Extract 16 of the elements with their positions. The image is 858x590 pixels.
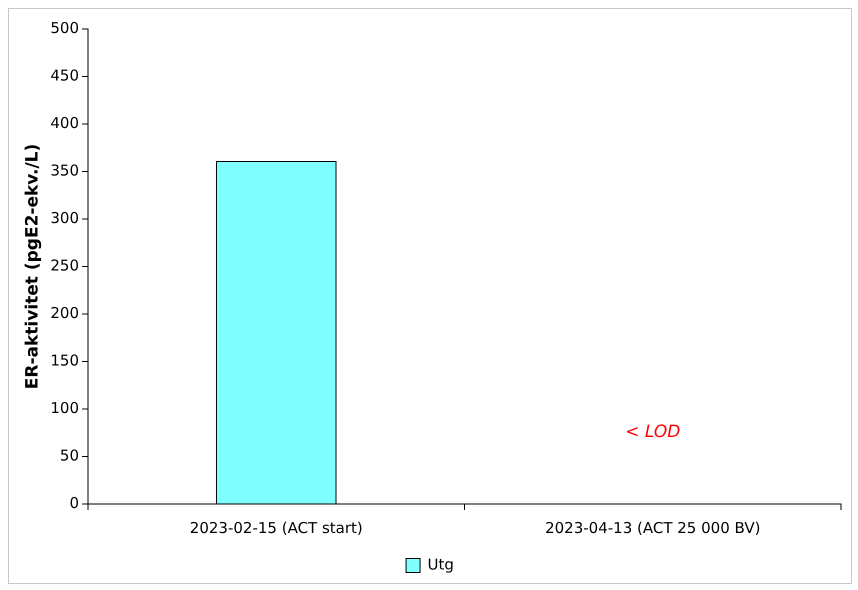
y-tick-label: 400 <box>50 114 80 132</box>
y-tick-label: 200 <box>50 304 80 322</box>
annotation: < LOD <box>625 422 680 442</box>
y-tick-label: 250 <box>50 256 80 274</box>
y-tick-label: 150 <box>50 351 80 370</box>
y-tick-label: 300 <box>50 208 80 227</box>
y-tick-label: 100 <box>50 398 80 417</box>
y-tick-label: 350 <box>50 161 80 180</box>
y-tick-label: 500 <box>50 18 80 37</box>
x-tick-label: 2023-04-13 (ACT 25 000 BV) <box>545 518 760 537</box>
legend-label: Utg <box>428 555 454 574</box>
y-tick-label: 50 <box>60 446 80 464</box>
y-axis-title: ER-aktivitet (pgE2-ekv./L) <box>22 144 43 390</box>
y-tick-label: 450 <box>50 66 80 84</box>
x-tick-label: 2023-02-15 (ACT start) <box>190 518 363 537</box>
y-tick-label: 0 <box>69 494 80 512</box>
